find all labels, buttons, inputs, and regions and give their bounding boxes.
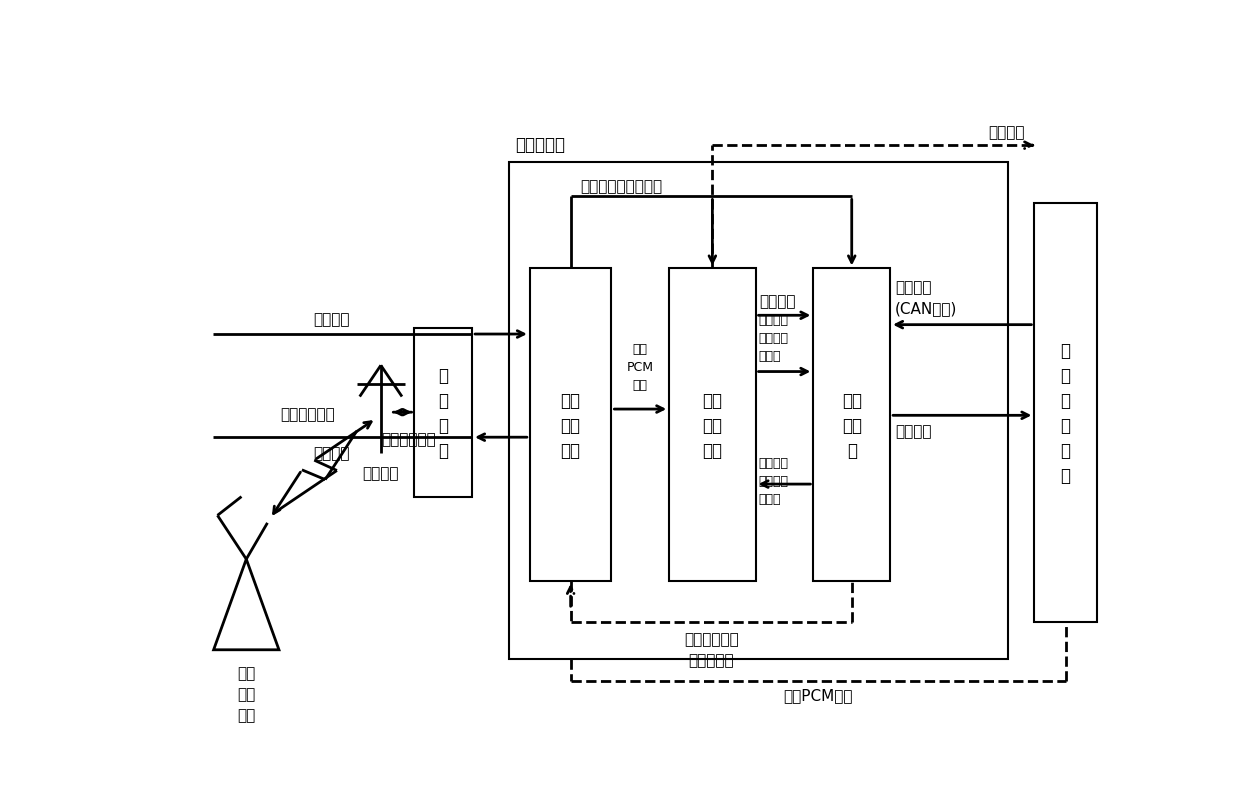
Text: 遥测PCM数据: 遥测PCM数据 — [784, 688, 853, 702]
Bar — [508, 163, 1008, 659]
Text: 间接指令
(CAN总线): 间接指令 (CAN总线) — [895, 280, 957, 315]
Text: 星
务
管
理
单
元: 星 务 管 理 单 元 — [1060, 341, 1070, 484]
Bar — [1034, 204, 1096, 622]
Text: 遥控注数: 遥控注数 — [988, 125, 1024, 139]
Text: 上行射频信号: 上行射频信号 — [381, 431, 435, 446]
Text: 遥控
PCM
数据: 遥控 PCM 数据 — [626, 342, 653, 392]
Text: 遥测采集: 遥测采集 — [895, 423, 931, 438]
Bar — [813, 269, 890, 581]
Text: 下行射频信号: 下行射频信号 — [280, 407, 335, 422]
Text: 遥控处理
模块自测
试信号: 遥控处理 模块自测 试信号 — [759, 457, 789, 505]
Text: 地面
测试
设备: 地面 测试 设备 — [237, 666, 255, 723]
Text: 遥控处理
模块自测
试结果: 遥控处理 模块自测 试结果 — [759, 313, 789, 363]
Text: 遥控
处理
模块: 遥控 处理 模块 — [702, 391, 723, 459]
Text: 直接指令: 直接指令 — [759, 294, 796, 308]
Text: 扩频处理自测试结果: 扩频处理自测试结果 — [580, 178, 662, 194]
Text: 扩频
处理
模块: 扩频 处理 模块 — [560, 391, 580, 459]
Text: 下行遥测: 下行遥测 — [314, 446, 350, 461]
Bar — [529, 269, 611, 581]
Text: 测控应答机: 测控应答机 — [516, 135, 565, 153]
Text: 扩频处理模块
自测试信号: 扩频处理模块 自测试信号 — [683, 631, 739, 667]
Text: 微
波
网
络: 微 波 网 络 — [438, 367, 449, 459]
Bar — [414, 328, 472, 497]
Bar — [670, 269, 755, 581]
Text: 上行遥控: 上行遥控 — [314, 311, 350, 327]
Text: 测控天线: 测控天线 — [362, 466, 399, 481]
Text: 下位
机模
块: 下位 机模 块 — [842, 391, 862, 459]
